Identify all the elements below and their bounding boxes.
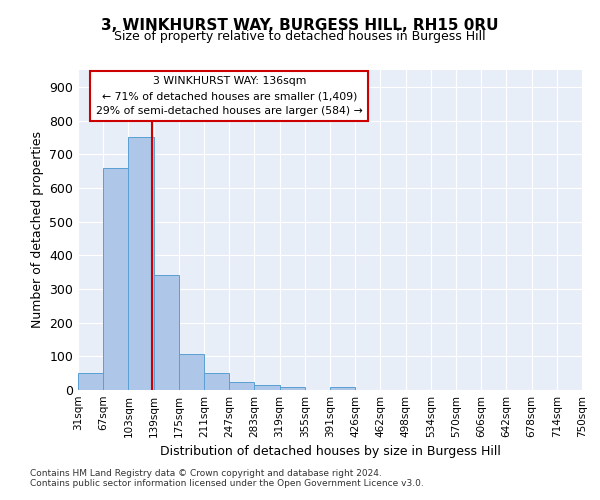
Text: Contains HM Land Registry data © Crown copyright and database right 2024.: Contains HM Land Registry data © Crown c…: [30, 468, 382, 477]
Bar: [330, 388, 355, 390]
Text: 3 WINKHURST WAY: 136sqm
← 71% of detached houses are smaller (1,409)
29% of semi: 3 WINKHURST WAY: 136sqm ← 71% of detache…: [96, 76, 362, 116]
Bar: [254, 385, 280, 390]
Bar: [229, 382, 254, 390]
Text: 3, WINKHURST WAY, BURGESS HILL, RH15 0RU: 3, WINKHURST WAY, BURGESS HILL, RH15 0RU: [101, 18, 499, 32]
X-axis label: Distribution of detached houses by size in Burgess Hill: Distribution of detached houses by size …: [160, 446, 500, 458]
Bar: [204, 373, 229, 390]
Bar: [179, 354, 204, 390]
Y-axis label: Number of detached properties: Number of detached properties: [31, 132, 44, 328]
Text: Size of property relative to detached houses in Burgess Hill: Size of property relative to detached ho…: [114, 30, 486, 43]
Bar: [154, 276, 179, 390]
Bar: [280, 386, 305, 390]
Text: Contains public sector information licensed under the Open Government Licence v3: Contains public sector information licen…: [30, 478, 424, 488]
Bar: [103, 168, 128, 390]
Bar: [78, 373, 103, 390]
Bar: [128, 138, 154, 390]
